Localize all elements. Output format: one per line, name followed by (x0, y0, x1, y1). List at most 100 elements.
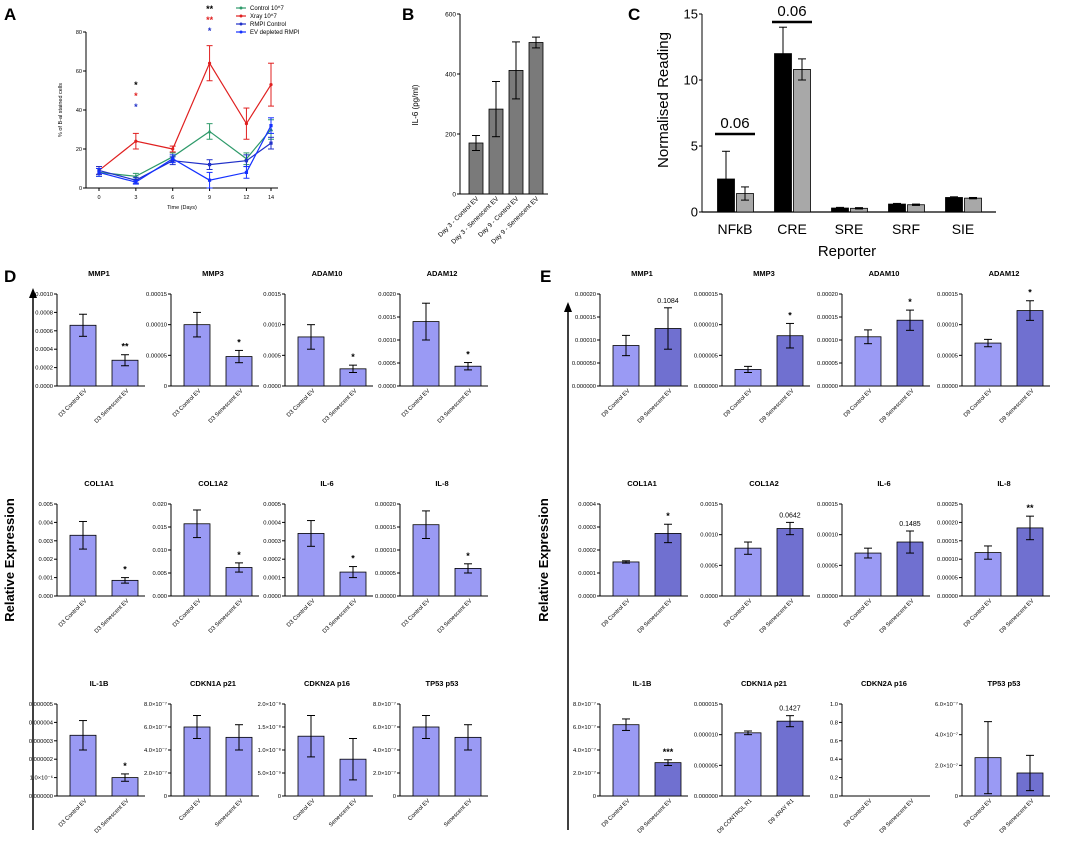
x-tick-label: D9 Control EV (963, 798, 994, 829)
data-point (269, 83, 273, 87)
y-tick-label: 6.0×10⁻⁷ (573, 724, 596, 731)
y-tick-label: 1.0×10⁻⁸ (258, 747, 282, 754)
y-axis-title: % of B-al stained cells (58, 83, 64, 137)
x-tick-label: Senescent EV (328, 798, 358, 828)
significance-marker: * (466, 350, 470, 360)
x-tick-label: D3 Control EV (172, 388, 203, 419)
x-tick-label: Control EV (292, 798, 316, 822)
significance-marker: 0.0642 (779, 512, 801, 519)
x-tick-label: CRE (777, 221, 807, 237)
data-point (244, 159, 249, 163)
significance-star: * (134, 91, 138, 101)
y-tick-label: 2.0×10⁻⁸ (258, 701, 282, 708)
y-tick-label: 0.00010 (375, 548, 396, 554)
y-tick-label: 20 (76, 147, 82, 153)
x-tick-label: D9 CONTROL R1 (717, 798, 754, 835)
y-tick-label: 0.0000 (35, 384, 53, 390)
y-tick-label: 0.0002 (263, 557, 281, 563)
y-tick-label: 0.0000 (263, 384, 281, 390)
x-tick-label: D3 Senescent EV (208, 388, 245, 425)
legend-label: Xray 10^7 (250, 14, 277, 20)
x-tick-label: D3 Senescent EV (322, 388, 359, 425)
y-tick-label: 0 (278, 794, 281, 800)
significance-marker: 0.1485 (899, 521, 921, 528)
y-tick-label: 5.0×10⁻⁹ (258, 770, 282, 777)
y-tick-label: 0.0008 (35, 310, 53, 316)
y-tick-label: 0.00005 (937, 576, 958, 582)
chart-C: MMP10.00000.00020.00040.00060.00080.0010… (2, 269, 488, 835)
chart-D: MMP10.0000000.0000500.000100.000150.0002… (536, 269, 1050, 835)
y-tick-label: 0.000010 (694, 733, 718, 739)
y-tick-label: 0.8 (830, 720, 838, 726)
relative-expression-label: Relative Expression (536, 498, 551, 622)
y-tick-label: 0.003 (38, 539, 53, 545)
panel-letter-D: D (4, 267, 16, 286)
y-tick-label: 2.0×10⁻⁷ (144, 770, 167, 777)
y-tick-label: 0.000000 (572, 384, 596, 390)
y-tick-label: 0.0005 (263, 502, 281, 508)
y-tick-label: 0.000 (152, 594, 167, 600)
x-tick-label: 12 (243, 195, 249, 201)
y-tick-label: 0.00015 (146, 292, 167, 298)
y-tick-label: 80 (76, 30, 82, 36)
y-tick-label: 40 (76, 108, 82, 114)
arrow-head (29, 288, 37, 298)
x-tick-label: D9 Control EV (601, 598, 632, 629)
data-point (269, 141, 273, 145)
panel-title: IL-6 (320, 479, 333, 488)
significance-marker: * (351, 352, 355, 362)
x-tick-label: D9 Senescent EV (999, 598, 1036, 635)
significance-star: ** (206, 4, 214, 14)
y-tick-label: 0.0002 (35, 366, 53, 372)
y-tick-label: 0.00005 (937, 353, 958, 359)
x-tick-label: Control EV (407, 798, 431, 822)
y-tick-label: 2.0×10⁻⁷ (935, 762, 958, 769)
bar (854, 336, 882, 387)
y-tick-label: 2.0×10⁻⁷ (373, 770, 396, 777)
significance-marker: ** (121, 342, 129, 352)
y-tick-label: 0.00025 (937, 502, 958, 508)
x-tick-label: D3 Senescent EV (322, 598, 359, 635)
y-tick-label: 0.000004 (29, 720, 54, 726)
y-tick-label: 0.00000 (817, 594, 838, 600)
x-axis-title: Time (Days) (167, 205, 197, 211)
x-tick-label: D3 Senescent EV (94, 388, 131, 425)
data-point (207, 163, 212, 167)
y-tick-label: 0.0001 (578, 571, 596, 577)
y-tick-label: 0.00010 (817, 338, 838, 344)
significance-value: 0.06 (720, 115, 749, 132)
y-tick-label: 4.0×10⁻⁷ (373, 747, 396, 754)
series-line (98, 129, 272, 177)
x-tick-label: D3 Senescent EV (437, 598, 474, 635)
y-tick-label: 0.0015 (263, 292, 281, 298)
y-tick-label: 0.000000 (29, 794, 53, 800)
x-axis-title: Reporter (818, 243, 876, 260)
panel-title: COL1A2 (749, 479, 779, 488)
y-tick-label: 5 (691, 139, 698, 154)
y-tick-label: 0.0 (830, 794, 838, 800)
x-tick-label: D9 Senescent EV (759, 598, 796, 635)
bar (776, 528, 804, 597)
x-tick-label: D9 Control EV (601, 798, 632, 829)
series-line (98, 61, 272, 171)
x-tick-label: SIE (952, 221, 975, 237)
bar (964, 197, 982, 213)
chart-E: 0 5 10 15 Normalised Reading Reporter NFkB CRE S… (655, 3, 996, 260)
y-tick-label: 0.0020 (378, 292, 396, 298)
y-tick-label: 0.000 (38, 594, 53, 600)
x-tick-label: D3 Senescent EV (94, 798, 131, 835)
data-point (171, 147, 175, 151)
y-tick-label: 0.0010 (700, 533, 718, 539)
y-tick-label: 0.0001 (263, 576, 281, 582)
panel-letter-E: E (540, 267, 551, 286)
legend-marker (239, 14, 243, 18)
y-tick-label: 400 (445, 71, 456, 78)
y-tick-label: 0.005 (152, 571, 167, 577)
y-tick-label: 8.0×10⁻⁷ (573, 701, 596, 708)
y-tick-label: 0 (691, 205, 698, 220)
y-tick-label: 0.00010 (146, 323, 167, 329)
y-axis-title: Normalised Reading (655, 32, 672, 168)
x-tick-label: D9 Control EV (843, 598, 874, 629)
series-line (98, 142, 272, 181)
